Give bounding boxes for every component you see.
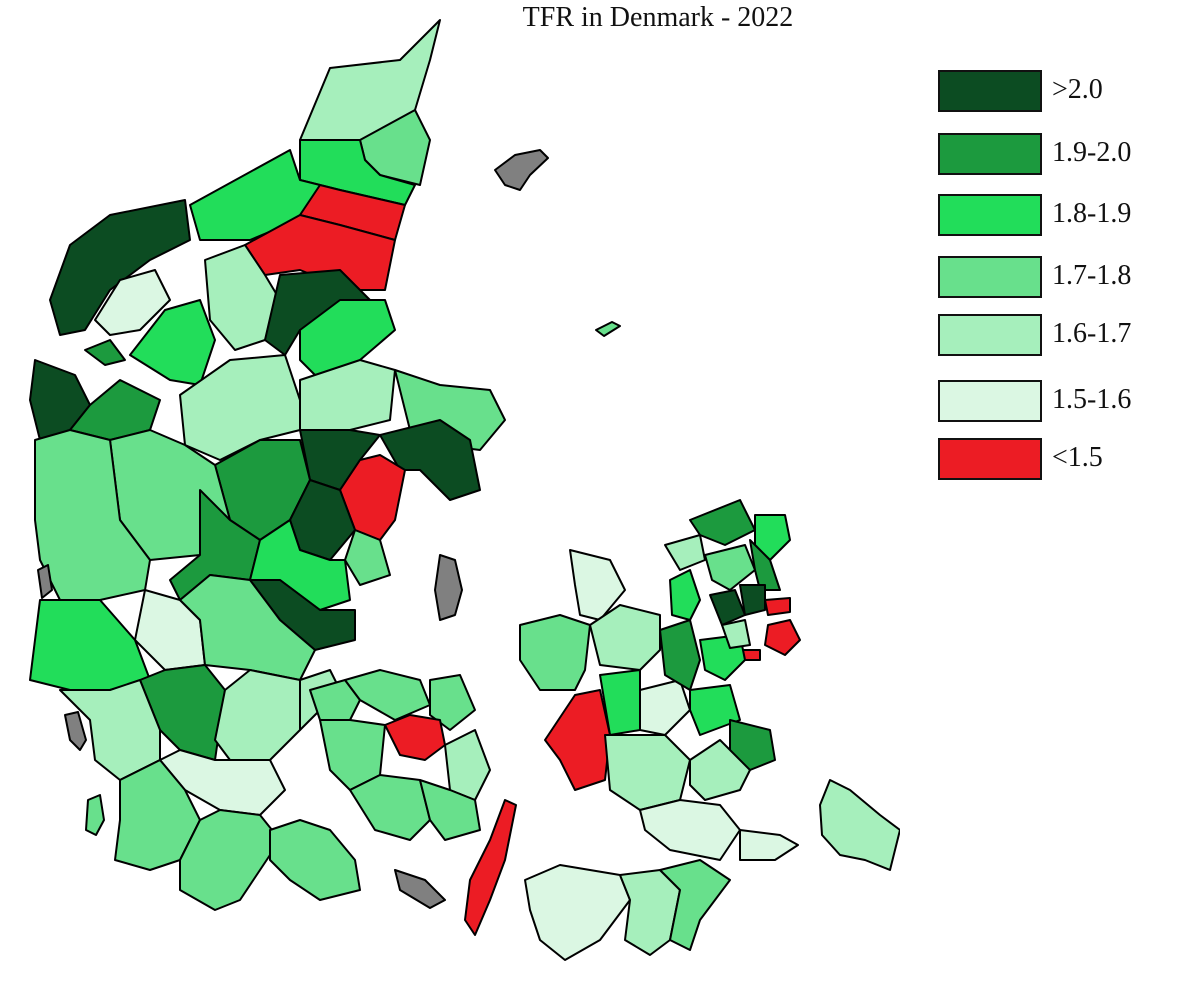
- region-vejle[interactable]: [179, 574, 316, 681]
- region-aeroe[interactable]: [394, 869, 446, 909]
- legend-label: 1.6-1.7: [1052, 318, 1132, 349]
- region-anholt[interactable]: [595, 321, 621, 337]
- region-kolding[interactable]: [214, 669, 301, 761]
- region-odder[interactable]: [344, 529, 391, 586]
- region-faxe[interactable]: [689, 739, 751, 801]
- legend-swatch: [938, 194, 1042, 236]
- region-roskilde[interactable]: [659, 619, 701, 691]
- region-moen[interactable]: [739, 829, 799, 861]
- region-copenhagen[interactable]: [764, 619, 801, 656]
- region-roemoe[interactable]: [85, 794, 105, 836]
- denmark-tfr-map: [29, 19, 900, 961]
- region-langeland[interactable]: [464, 799, 517, 936]
- legend-label: 1.5-1.6: [1052, 384, 1132, 415]
- region-aalborg[interactable]: [244, 214, 396, 291]
- region-faaborg[interactable]: [349, 774, 431, 841]
- region-thisted[interactable]: [49, 199, 191, 336]
- region-middelfart[interactable]: [309, 679, 361, 721]
- region-slagelse[interactable]: [544, 689, 611, 791]
- region-albertslund[interactable]: [721, 619, 751, 649]
- region-lolland[interactable]: [524, 864, 631, 961]
- region-koege[interactable]: [689, 684, 741, 736]
- region-falster[interactable]: [659, 859, 731, 951]
- region-varde[interactable]: [29, 599, 151, 691]
- region-hilleroed[interactable]: [704, 544, 756, 591]
- region-frederikssund[interactable]: [669, 569, 701, 621]
- region-morsoe[interactable]: [94, 269, 171, 336]
- legend-swatch: [938, 380, 1042, 422]
- region-halsnaes[interactable]: [664, 534, 706, 571]
- region-furesoe[interactable]: [709, 589, 746, 626]
- region-helsingoer[interactable]: [754, 514, 791, 561]
- region-samsoe[interactable]: [434, 554, 463, 621]
- region-vordingborg[interactable]: [639, 799, 741, 861]
- legend-swatch: [938, 133, 1042, 175]
- region-gentofte[interactable]: [764, 597, 791, 616]
- region-nyborg[interactable]: [444, 729, 491, 801]
- legend-label: >2.0: [1052, 74, 1103, 105]
- region-gribskov[interactable]: [689, 499, 756, 546]
- region-guldborgsund[interactable]: [619, 869, 681, 956]
- region-nordfyn[interactable]: [344, 669, 431, 721]
- region-odense[interactable]: [384, 714, 446, 761]
- region-ringsted[interactable]: [639, 679, 691, 736]
- legend-label: 1.7-1.8: [1052, 260, 1132, 291]
- region-laesoe[interactable]: [494, 149, 549, 191]
- region-soenderborg[interactable]: [269, 819, 361, 901]
- legend-swatch: [938, 70, 1042, 112]
- legend-label: 1.9-2.0: [1052, 137, 1132, 168]
- legend-swatch: [938, 314, 1042, 356]
- region-skive[interactable]: [129, 299, 216, 386]
- region-kalundborg[interactable]: [519, 614, 591, 691]
- region-mariagerfjord[interactable]: [299, 299, 396, 381]
- region-aabenraa[interactable]: [179, 809, 281, 911]
- region-fanoe[interactable]: [64, 711, 87, 751]
- region-haderslev[interactable]: [159, 749, 286, 816]
- region-fredensborg[interactable]: [749, 539, 781, 591]
- region-struer[interactable]: [84, 339, 126, 366]
- region-mors-gap[interactable]: [37, 564, 53, 599]
- map-title: TFR in Denmark - 2022: [522, 2, 794, 33]
- region-svendborg[interactable]: [419, 779, 481, 841]
- legend-label: 1.8-1.9: [1052, 198, 1132, 229]
- region-naestved[interactable]: [604, 734, 691, 811]
- legend-swatch: [938, 256, 1042, 298]
- region-kerteminde[interactable]: [429, 674, 476, 731]
- legend-swatch: [938, 438, 1042, 480]
- region-rudersdal[interactable]: [739, 584, 766, 616]
- legend-label: <1.5: [1052, 442, 1103, 473]
- region-holbaek[interactable]: [589, 604, 661, 671]
- region-bornholm[interactable]: [819, 779, 900, 871]
